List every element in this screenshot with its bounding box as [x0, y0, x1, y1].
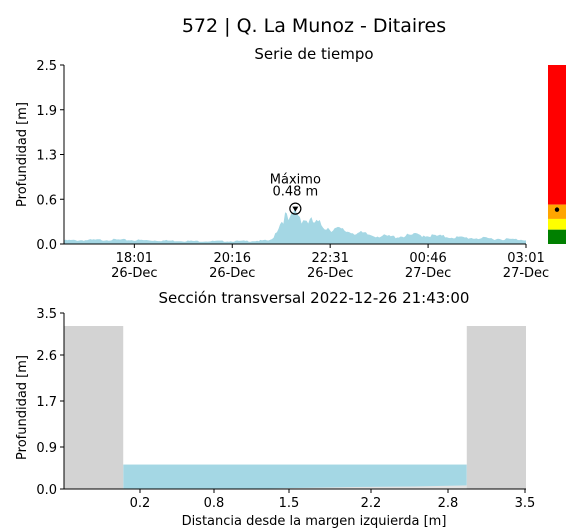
left-bank: [64, 326, 124, 489]
x-tick-date: 27-Dec: [503, 266, 549, 281]
water-area: [123, 464, 467, 489]
series-area: [64, 206, 526, 244]
level-segment: [548, 229, 566, 244]
x-tick-date: 26-Dec: [111, 266, 157, 281]
x-tick-time: 20:16: [214, 251, 251, 266]
x-tick-date: 26-Dec: [209, 266, 255, 281]
max-annotation-label: Máximo: [270, 173, 321, 188]
y-tick-label: 2.6: [36, 349, 57, 364]
y-tick-label: 1.3: [36, 149, 57, 164]
figure-title: 572 | Q. La Munoz - Ditaires: [182, 15, 446, 37]
y-tick-label: 0.6: [36, 193, 57, 208]
y-tick-label: 1.7: [36, 395, 57, 410]
y-axis-label: Profundidad [m]: [15, 102, 30, 207]
y-tick-label: 0.0: [36, 483, 57, 498]
x-tick-time: 03:01: [507, 251, 544, 266]
x-tick-label: 1.5: [279, 496, 300, 511]
x-tick-time: 00:46: [409, 251, 446, 266]
chart-title: Serie de tiempo: [254, 45, 373, 63]
x-tick-time: 22:31: [311, 251, 348, 266]
x-tick-label: 3.5: [515, 496, 536, 511]
x-tick-label: 2.2: [361, 496, 382, 511]
x-tick-label: 0.8: [204, 496, 225, 511]
x-tick-date: 26-Dec: [307, 266, 353, 281]
max-marker-arrow: [292, 206, 299, 212]
y-tick-label: 1.9: [36, 104, 57, 119]
y-tick-label: 0.0: [36, 238, 57, 253]
level-segment: [548, 65, 566, 205]
alert-level-bar: [548, 65, 566, 244]
y-tick-label: 2.5: [36, 59, 57, 74]
y-tick-label: 0.9: [36, 441, 57, 456]
cross-section-chart: Sección transversal 2022-12-26 21:43:00 0…: [15, 289, 535, 529]
max-annotation-value: 0.48 m: [272, 185, 318, 200]
x-tick-date: 27-Dec: [405, 266, 451, 281]
x-tick-label: 2.8: [438, 496, 459, 511]
right-bank: [466, 326, 526, 489]
x-tick-time: 18:01: [116, 251, 153, 266]
chart-title: Sección transversal 2022-12-26 21:43:00: [159, 289, 470, 307]
y-axis-label: Profundidad [m]: [15, 355, 30, 460]
channel-bed: [123, 485, 467, 489]
level-segment: [548, 218, 566, 230]
current-level-marker: [554, 207, 560, 212]
y-tick-label: 3.5: [36, 307, 57, 322]
x-tick-label: 0.2: [130, 496, 151, 511]
x-axis-label: Distancia desde la margen izquierda [m]: [182, 514, 447, 529]
max-marker: [289, 202, 302, 215]
